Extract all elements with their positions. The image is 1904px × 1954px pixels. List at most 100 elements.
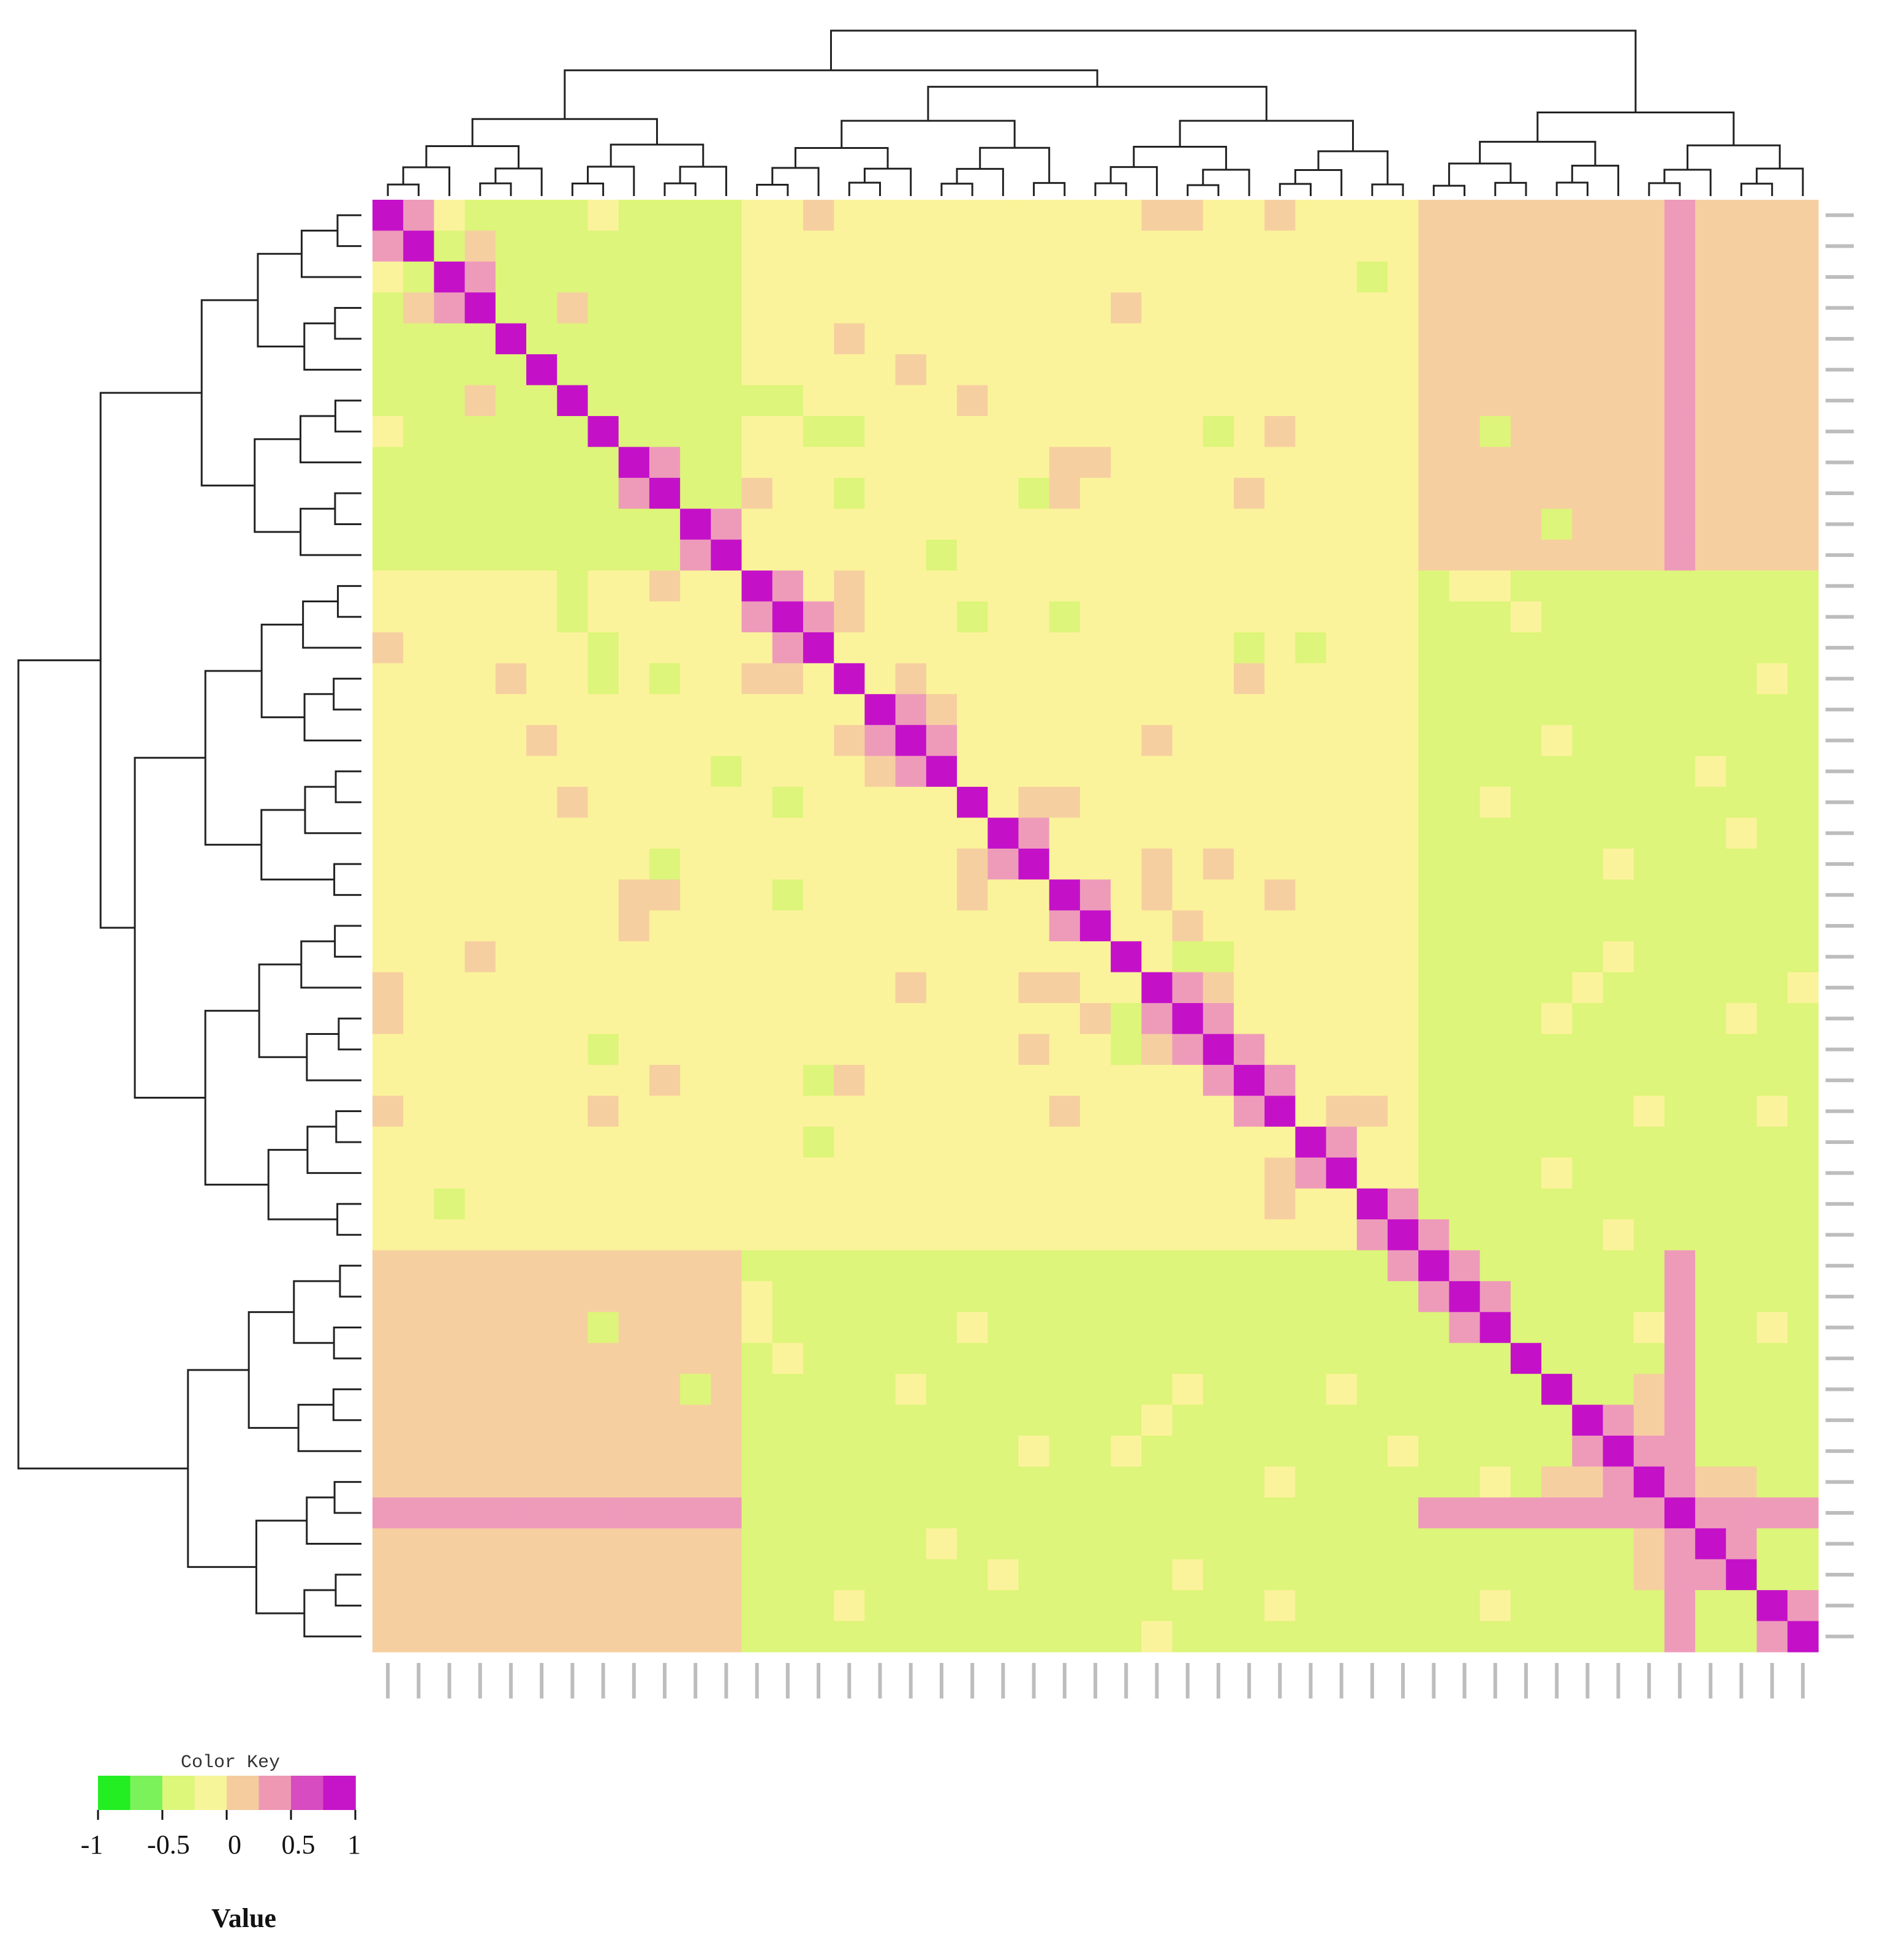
heatmap-cell	[1295, 972, 1327, 1004]
heatmap-cell	[1356, 941, 1388, 973]
color-key-tick-minus-1: -1	[80, 1830, 104, 1860]
dendrogram-branch	[332, 1388, 361, 1422]
heatmap-cell	[649, 1374, 681, 1406]
heatmap-cell	[649, 1157, 681, 1189]
heatmap-cell	[864, 910, 896, 942]
heatmap-cell	[1018, 1374, 1050, 1406]
heatmap-cell	[803, 1528, 834, 1560]
heatmap-cell	[988, 694, 1019, 725]
heatmap-cell	[1756, 570, 1788, 602]
column-label	[1216, 1663, 1220, 1698]
heatmap-cell	[1356, 972, 1388, 1004]
heatmap-cell	[1111, 261, 1142, 293]
heatmap-cell	[1572, 1188, 1604, 1220]
heatmap-cell	[680, 1590, 711, 1622]
heatmap-cell	[403, 1003, 435, 1035]
heatmap-cell	[434, 663, 466, 695]
heatmap-cell	[1603, 972, 1634, 1004]
heatmap-cell	[1141, 1064, 1173, 1096]
heatmap-cell	[464, 1621, 496, 1653]
heatmap-cell	[1018, 1404, 1050, 1436]
heatmap-cell	[1111, 1126, 1142, 1158]
heatmap-cell	[464, 601, 496, 633]
heatmap-cell	[1756, 787, 1788, 819]
heatmap-cell	[526, 354, 557, 386]
heatmap-cell	[557, 1528, 589, 1560]
color-key-swatch	[98, 1776, 131, 1810]
heatmap-cell	[1449, 910, 1481, 942]
heatmap-cell	[680, 1064, 711, 1096]
heatmap-cell	[1633, 261, 1665, 293]
heatmap-cell	[1203, 972, 1234, 1004]
heatmap-cell	[1572, 848, 1604, 880]
heatmap-cell	[741, 941, 773, 973]
heatmap-cell	[1018, 663, 1050, 695]
heatmap-cell	[557, 1219, 589, 1251]
heatmap-cell	[741, 879, 773, 911]
heatmap-cell	[434, 848, 466, 880]
heatmap-cell	[403, 1528, 435, 1560]
heatmap-cell	[1572, 725, 1604, 757]
heatmap-cell	[1756, 1559, 1788, 1591]
heatmap-cell	[649, 1064, 681, 1096]
heatmap-cell	[495, 1404, 527, 1436]
heatmap-cell	[1049, 632, 1081, 664]
heatmap-cell	[1418, 601, 1450, 633]
heatmap-cell	[741, 910, 773, 942]
heatmap-cell	[1572, 1590, 1604, 1622]
heatmap-cell	[957, 1621, 988, 1653]
dendrogram-branch	[334, 400, 361, 433]
heatmap-cell	[895, 817, 927, 849]
heatmap-cell	[895, 1126, 927, 1158]
heatmap-cell	[526, 1590, 557, 1622]
heatmap-cell	[1418, 848, 1450, 880]
heatmap-cell	[1510, 1157, 1542, 1189]
heatmap-cell	[1356, 1281, 1388, 1312]
heatmap-cell	[464, 1528, 496, 1560]
heatmap-cell	[680, 1096, 711, 1127]
heatmap-cell	[741, 1342, 773, 1374]
heatmap-cell	[618, 1250, 650, 1282]
heatmap-cell	[495, 1559, 527, 1591]
heatmap-cell	[1664, 1342, 1696, 1374]
heatmap-cell	[1111, 230, 1142, 262]
heatmap-cell	[1326, 1466, 1358, 1498]
heatmap-cell	[649, 879, 681, 911]
heatmap-cell	[741, 1436, 773, 1467]
heatmap-cell	[1326, 539, 1358, 571]
heatmap-cell	[557, 1466, 589, 1498]
column-label	[847, 1663, 852, 1698]
heatmap-cell	[1541, 755, 1573, 787]
heatmap-cell	[1203, 230, 1234, 262]
heatmap-cell	[434, 1219, 466, 1251]
heatmap-cell	[926, 663, 958, 695]
heatmap-cell	[1233, 941, 1265, 973]
color-key-title: Color Key	[181, 1752, 281, 1773]
row-label	[1826, 1542, 1854, 1546]
heatmap-cell	[895, 848, 927, 880]
heatmap-cell	[1203, 1281, 1234, 1312]
heatmap-cell	[1326, 848, 1358, 880]
heatmap-cell	[1449, 1497, 1481, 1529]
heatmap-cell	[926, 1096, 958, 1127]
heatmap-cell	[618, 848, 650, 880]
heatmap-cell	[1264, 1342, 1296, 1374]
heatmap-cell	[1449, 1188, 1481, 1220]
heatmap-cell	[803, 354, 834, 386]
heatmap-cell	[957, 755, 988, 787]
heatmap-cell	[1695, 1590, 1726, 1622]
dendrogram-branch	[1756, 167, 1804, 196]
heatmap-cell	[372, 1497, 404, 1529]
row-label	[1826, 553, 1854, 557]
dendrogram-branch	[339, 1265, 361, 1298]
heatmap-cell	[1603, 1559, 1634, 1591]
heatmap-cell	[1356, 787, 1388, 819]
heatmap-cell	[649, 230, 681, 262]
heatmap-cell	[1018, 848, 1050, 880]
heatmap-cell	[587, 787, 619, 819]
heatmap-cell	[864, 1188, 896, 1220]
heatmap-cell	[1449, 323, 1481, 355]
heatmap-cell	[372, 879, 404, 911]
heatmap-cell	[464, 539, 496, 571]
